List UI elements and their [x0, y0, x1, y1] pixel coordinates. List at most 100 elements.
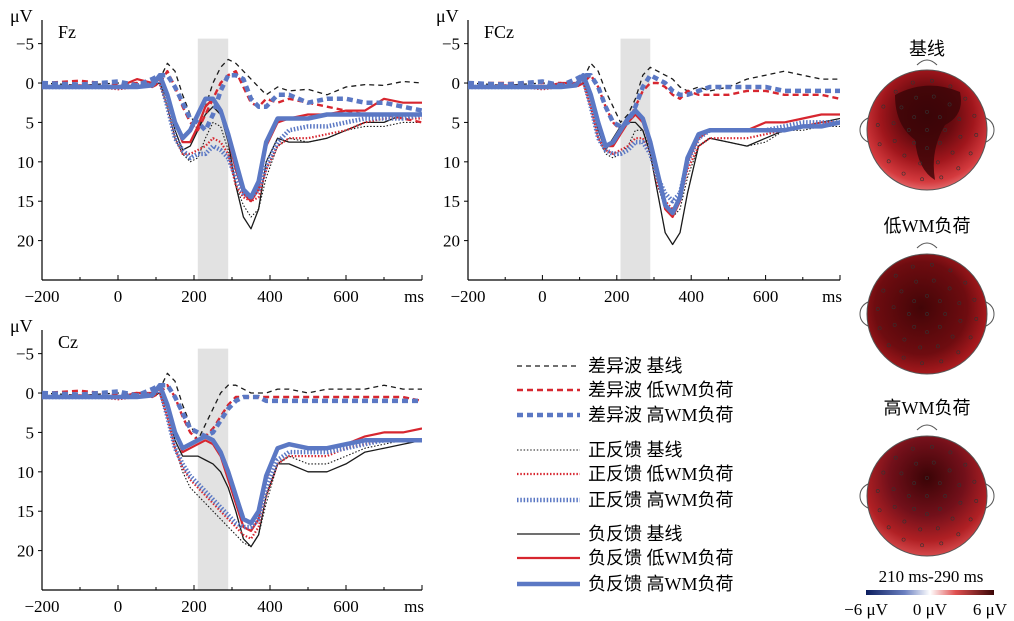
- electrode-dot: [899, 105, 904, 110]
- y-tick-label: −5: [442, 35, 460, 54]
- y-tick-label: 0: [26, 74, 35, 93]
- y-tick-label: 0: [452, 74, 461, 93]
- x-tick-label: −200: [24, 597, 59, 616]
- x-tick-label: 400: [678, 287, 704, 306]
- electrode-dot: [925, 494, 929, 498]
- electrode-dot: [937, 299, 942, 304]
- series-line-正反馈-高WM负荷: [42, 386, 422, 530]
- x-tick-label: 600: [753, 287, 779, 306]
- electrode-dot: [958, 134, 963, 139]
- electrode-dot: [943, 312, 948, 316]
- electrode-dot: [930, 262, 934, 267]
- electrode-dot: [935, 160, 940, 165]
- legend-label-差异波-高WM负荷: 差异波 高WM负荷: [588, 405, 734, 425]
- electrode-dot: [930, 444, 934, 449]
- electrode-dot: [957, 301, 962, 306]
- electrode-dot: [918, 161, 923, 166]
- y-axis-label: μV: [10, 316, 33, 336]
- electrode-dot: [902, 153, 907, 158]
- erp-panel-fz: −5 0 5 10 15 20 −200 0 200 400 600 ms μV Fz: [10, 6, 424, 306]
- x-tick-label: 600: [333, 597, 359, 616]
- electrode-dot: [950, 150, 955, 155]
- analysis-window: [197, 38, 229, 280]
- electrode-title: Cz: [58, 332, 78, 352]
- electrode-dot: [893, 273, 898, 278]
- electrode-dot: [948, 84, 953, 89]
- electrode-dot: [935, 344, 940, 349]
- colorbar-min-label: −6 μV: [844, 600, 888, 619]
- legend-label-差异波-基线: 差异波 基线: [588, 356, 683, 376]
- series-line-差异波-基线: [42, 58, 422, 131]
- electrode-markers: [875, 78, 979, 548]
- x-tick-label: −200: [24, 287, 59, 306]
- electrode-dot: [877, 508, 882, 513]
- electrode-dot: [925, 293, 929, 298]
- y-tick-label: 5: [452, 113, 461, 132]
- electrode-dot: [925, 109, 929, 114]
- electrode-dot: [881, 470, 886, 475]
- electrode-dot: [948, 268, 953, 273]
- series-line-差异波-高WM负荷: [42, 382, 422, 439]
- electrode-dot: [892, 322, 897, 327]
- electrode-dot: [925, 146, 929, 151]
- electrode-dot: [937, 140, 942, 145]
- topomap-low-load: [859, 242, 995, 375]
- electrode-dot: [972, 479, 977, 484]
- colorbar-mid-label: 0 μV: [913, 600, 948, 619]
- electrode-dot: [925, 128, 929, 132]
- electrode-dot: [950, 516, 955, 521]
- electrode-dot: [892, 504, 897, 509]
- series-line-负反馈-高WM负荷: [468, 72, 840, 216]
- legend-label-正反馈-基线: 正反馈 基线: [588, 440, 683, 460]
- series-lines: [42, 372, 422, 548]
- x-tick-label: 400: [257, 287, 283, 306]
- analysis-window: [620, 38, 651, 280]
- electrode-dot: [937, 324, 942, 329]
- legend-label-负反馈-高WM负荷: 负反馈 高WM负荷: [588, 574, 734, 594]
- electrode-dot: [968, 151, 973, 156]
- electrode-dot: [902, 337, 907, 342]
- electrode-dot: [972, 297, 977, 302]
- electrode-dot: [918, 527, 923, 532]
- series-line-差异波-低WM负荷: [42, 384, 422, 442]
- y-tick-label: 10: [443, 153, 460, 172]
- electrode-dot: [912, 299, 917, 304]
- erp-panel-fcz: −5 0 5 10 15 20 −200 0 200 400 600 ms μV FCz: [436, 6, 842, 306]
- electrode-dot: [891, 121, 896, 126]
- colorbar-max-label: 6 μV: [973, 600, 1008, 619]
- series-line-正反馈-高WM负荷: [42, 76, 422, 200]
- electrode-dot: [906, 128, 911, 132]
- y-tick-label: 15: [17, 502, 34, 521]
- electrode-dot: [974, 133, 979, 137]
- series-line-负反馈-低WM负荷: [42, 388, 422, 533]
- electrode-dot: [948, 450, 953, 455]
- electrode-dot: [963, 96, 968, 101]
- electrode-dot: [920, 361, 924, 366]
- electrode-dot: [886, 343, 891, 348]
- x-tick-label: 200: [181, 287, 207, 306]
- electrode-dot: [956, 350, 961, 355]
- y-tick-label: 20: [17, 542, 34, 561]
- y-tick-label: 15: [443, 192, 460, 211]
- y-tick-label: 0: [26, 384, 35, 403]
- electrode-dot: [939, 359, 944, 364]
- series-lines: [42, 58, 422, 230]
- y-tick-label: 5: [26, 113, 35, 132]
- x-unit-label: ms: [404, 287, 424, 306]
- electrode-dot: [939, 541, 944, 546]
- x-tick-label: 600: [333, 287, 359, 306]
- x-unit-label: ms: [822, 287, 842, 306]
- electrode-dot: [906, 312, 911, 316]
- electrode-dot: [899, 471, 904, 476]
- electrode-dot: [943, 494, 948, 498]
- electrode-dot: [958, 318, 963, 323]
- electrode-dot: [893, 455, 898, 460]
- x-tick-label: 0: [538, 287, 547, 306]
- electrode-dot: [947, 286, 952, 291]
- y-tick-label: −5: [16, 35, 34, 54]
- series-line-正反馈-低WM负荷: [42, 81, 422, 203]
- colorbar: [866, 590, 994, 595]
- y-tick-label: 5: [26, 423, 35, 442]
